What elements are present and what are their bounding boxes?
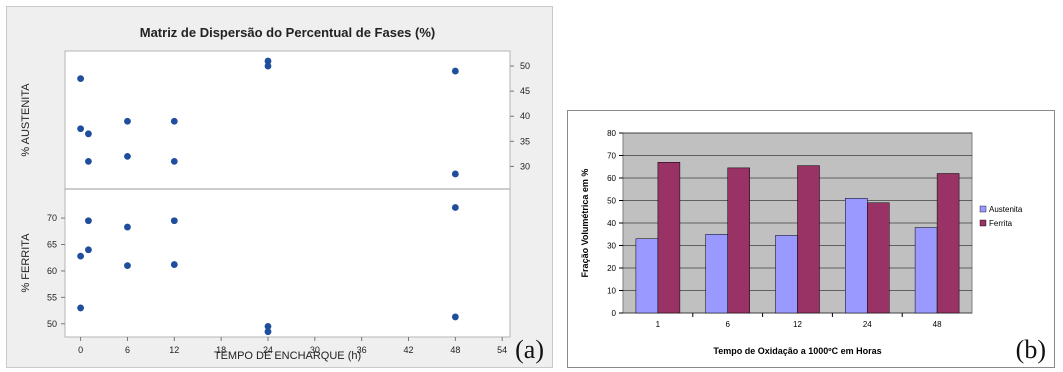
x-tick-label: 48 — [933, 320, 942, 329]
y-tick-label: 55 — [47, 292, 57, 302]
x-tick-label: 6 — [125, 345, 130, 355]
scatter-point — [77, 252, 85, 260]
bar-austenita-24 — [845, 198, 868, 314]
x-tick-label: 24 — [263, 345, 273, 355]
scatter-point — [170, 158, 178, 165]
scatter-point — [264, 323, 272, 330]
scatter-point — [124, 223, 131, 231]
scatter-point — [451, 67, 459, 75]
bar-ferrita-6 — [727, 167, 750, 314]
y-tick-label: 50 — [47, 319, 57, 329]
bar-ferrita-48 — [936, 173, 960, 314]
y-tick-label: 20 — [607, 264, 616, 273]
x-tick-label: 12 — [793, 320, 802, 329]
x-tick-label: 30 — [310, 345, 320, 355]
y-tick-label: 50 — [607, 197, 616, 206]
panel-label-b: (b) — [1015, 335, 1046, 364]
scatter-point — [264, 57, 272, 65]
panel-label-a: (a) — [515, 335, 544, 364]
x-tick-label: 1 — [656, 320, 661, 329]
bar-ferrita-1 — [657, 162, 681, 314]
scatter-point — [85, 217, 92, 225]
x-tick-label: 54 — [497, 345, 507, 355]
y-tick-label: 30 — [520, 161, 530, 171]
y-tick-label: 35 — [520, 136, 530, 146]
y-axis-label: % FERRITA — [20, 233, 32, 293]
x-tick-label: 24 — [863, 320, 872, 329]
bar-austenita-48 — [914, 227, 938, 314]
legend-label-austenita: Austenita — [989, 205, 1023, 214]
chart-title: Matriz de Dispersão do Percentual de Fas… — [140, 25, 435, 40]
y-tick-label: 10 — [607, 287, 616, 296]
y-tick-label: 45 — [520, 86, 530, 96]
x-tick-label: 48 — [450, 345, 460, 355]
plot-area — [64, 50, 511, 338]
scatter-point — [85, 158, 92, 165]
bar-ferrita-24 — [867, 202, 890, 314]
scatter-point — [124, 117, 131, 125]
y-tick-label: 40 — [607, 219, 616, 228]
x-tick-label: 36 — [357, 345, 367, 355]
y-axis-label: Fração Volumétrica em % — [580, 169, 590, 278]
scatter-matrix-panel: Matriz de Dispersão do Percentual de Fas… — [6, 6, 553, 368]
legend-label-ferrita: Ferrita — [989, 219, 1013, 228]
y-tick-label: 70 — [47, 213, 57, 223]
scatter-point — [451, 313, 459, 321]
y-tick-label: 70 — [607, 152, 616, 161]
legend-swatch-ferrita — [979, 219, 987, 227]
bar-ferrita-12 — [797, 165, 820, 314]
y-tick-label: 60 — [47, 266, 57, 276]
bar-chart-panel: 0 10 20 30 40 50 60 70 80 1 6 12 24 48 Tempo de Oxidaç… — [567, 110, 1055, 368]
y-tick-label: 65 — [47, 240, 57, 250]
x-tick-label: 42 — [404, 345, 414, 355]
scatter-point — [124, 262, 131, 270]
scatter-matrix-chart: Matriz de Dispersão do Percentual de Fas… — [20, 25, 530, 362]
scatter-point — [264, 62, 272, 70]
scatter-point — [77, 304, 85, 312]
x-tick-label: 12 — [169, 345, 179, 355]
bar-austenita-12 — [775, 235, 798, 314]
y-tick-label: 60 — [607, 174, 616, 183]
y-tick-label: 30 — [607, 242, 616, 251]
scatter-point — [170, 117, 178, 125]
y-tick-label: 0 — [612, 309, 617, 318]
x-tick-label: 6 — [725, 320, 730, 329]
y-tick-label: 80 — [607, 129, 616, 138]
bar-austenita-1 — [635, 238, 659, 314]
scatter-point — [451, 170, 459, 178]
y-axis-label: % AUSTENITA — [20, 83, 32, 157]
scatter-point — [451, 204, 459, 211]
scatter-point — [170, 261, 178, 268]
scatter-point — [170, 217, 178, 225]
y-tick-label: 40 — [520, 111, 530, 121]
bar-austenita-6 — [705, 234, 728, 314]
scatter-point — [85, 246, 92, 254]
scatter-point — [77, 75, 85, 82]
y-tick-label: 50 — [520, 61, 530, 71]
x-axis-label: TEMPO DE ENCHARQUE (h) — [214, 350, 361, 362]
x-tick-label: 18 — [216, 345, 226, 355]
scatter-point — [264, 328, 272, 336]
scatter-point — [85, 130, 92, 138]
legend-swatch-austenita — [979, 205, 987, 213]
x-axis-label: Tempo de Oxidação a 1000ºC em Horas — [713, 346, 881, 356]
scatter-point — [124, 152, 131, 160]
phase-fraction-bar-chart: 0 10 20 30 40 50 60 70 80 1 6 12 24 48 Tempo de Oxidaç… — [580, 129, 1023, 356]
x-tick-label: 0 — [78, 345, 83, 355]
scatter-point — [77, 125, 85, 133]
